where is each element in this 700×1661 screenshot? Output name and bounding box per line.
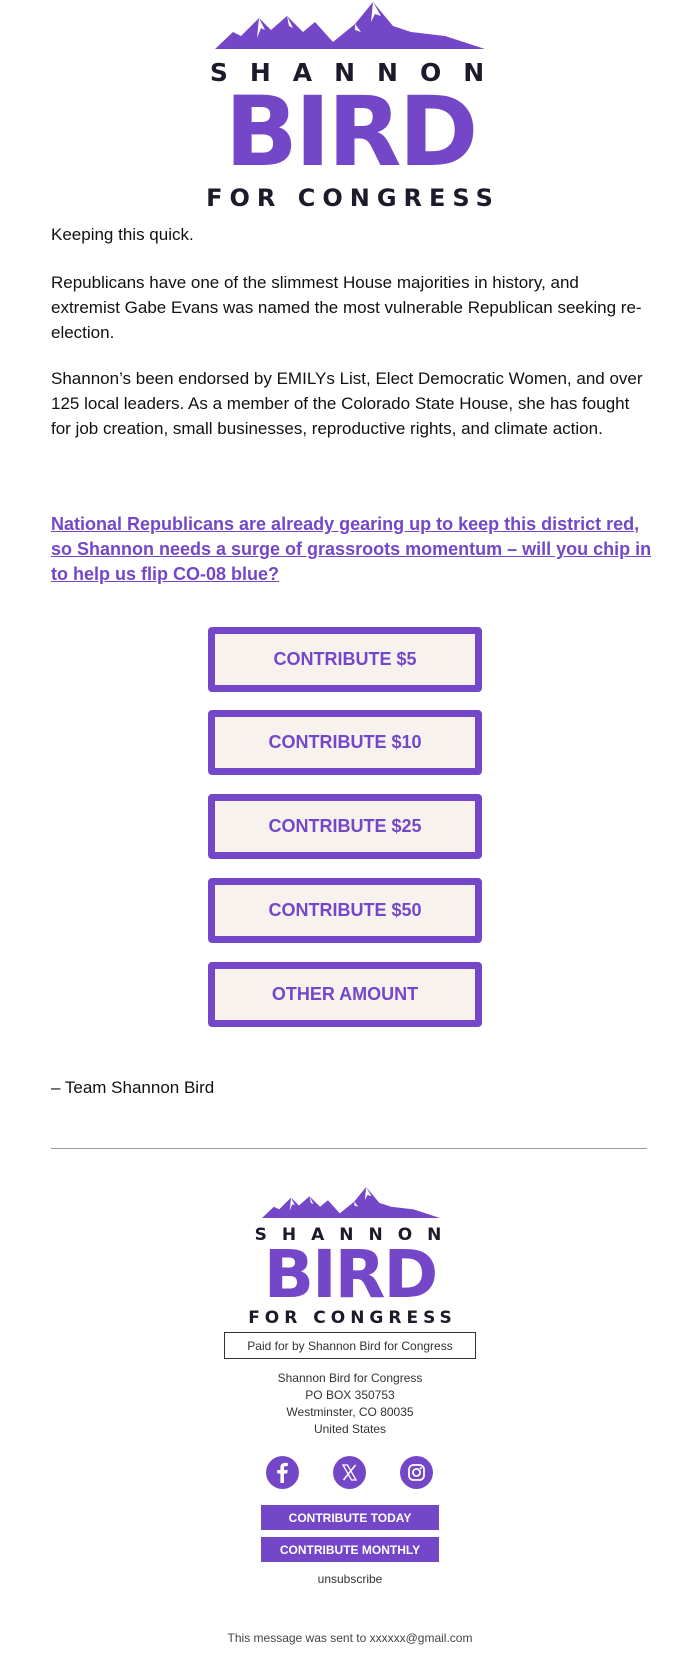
contribute-10-button[interactable]: CONTRIBUTE $10 <box>208 710 482 775</box>
logo-for-congress-text: FOR CONGRESS <box>206 184 500 212</box>
divider <box>51 1148 647 1149</box>
other-amount-button[interactable]: OTHER AMOUNT <box>208 962 482 1027</box>
header-logo: SHANNON BIRD FOR CONGRESS <box>0 0 700 212</box>
mountain-logo-icon <box>262 1187 440 1219</box>
logo-bird-text: BIRD <box>224 76 479 188</box>
address-line: Shannon Bird for Congress <box>277 1371 423 1385</box>
facebook-icon[interactable] <box>266 1456 299 1489</box>
address-line: United States <box>313 1422 387 1436</box>
x-icon[interactable] <box>333 1456 366 1489</box>
footer-logo-bird-text: BIRD <box>263 1236 438 1313</box>
contribute-monthly-button[interactable]: CONTRIBUTE MONTHLY <box>261 1537 439 1562</box>
footer-logo-for-congress-text: FOR CONGRESS <box>248 1308 457 1328</box>
contribute-today-button[interactable]: CONTRIBUTE TODAY <box>261 1505 439 1530</box>
unsubscribe-link[interactable]: unsubscribe <box>317 1572 383 1586</box>
paragraph-majority: Republicans have one of the slimmest Hou… <box>51 273 642 342</box>
paragraph-endorsements: Shannon’s been endorsed by EMILYs List, … <box>51 369 643 438</box>
address-line: Westminster, CO 80035 <box>286 1405 414 1419</box>
footer-logo <box>0 1180 700 1330</box>
mountain-logo-icon <box>215 2 485 49</box>
instagram-icon[interactable] <box>400 1456 433 1489</box>
contribute-25-button[interactable]: CONTRIBUTE $25 <box>208 794 482 859</box>
contribute-5-button[interactable]: CONTRIBUTE $5 <box>208 627 482 692</box>
paragraph-intro: Keeping this quick. <box>51 225 194 244</box>
mailing-address: Shannon Bird for Congress PO BOX 350753 … <box>0 1370 700 1438</box>
donate-link[interactable]: National Republicans are already gearing… <box>51 514 652 584</box>
footer-logo-shannon-text: SHANNON <box>254 1225 457 1245</box>
address-line: PO BOX 350753 <box>305 1388 395 1402</box>
paid-for-disclaimer: Paid for by Shannon Bird for Congress <box>224 1332 476 1359</box>
sent-to-notice: This message was sent to xxxxxx@gmail.co… <box>227 1631 473 1645</box>
signoff: – Team Shannon Bird <box>51 1078 215 1097</box>
logo-shannon-text: SHANNON <box>209 58 507 87</box>
contribute-50-button[interactable]: CONTRIBUTE $50 <box>208 878 482 943</box>
